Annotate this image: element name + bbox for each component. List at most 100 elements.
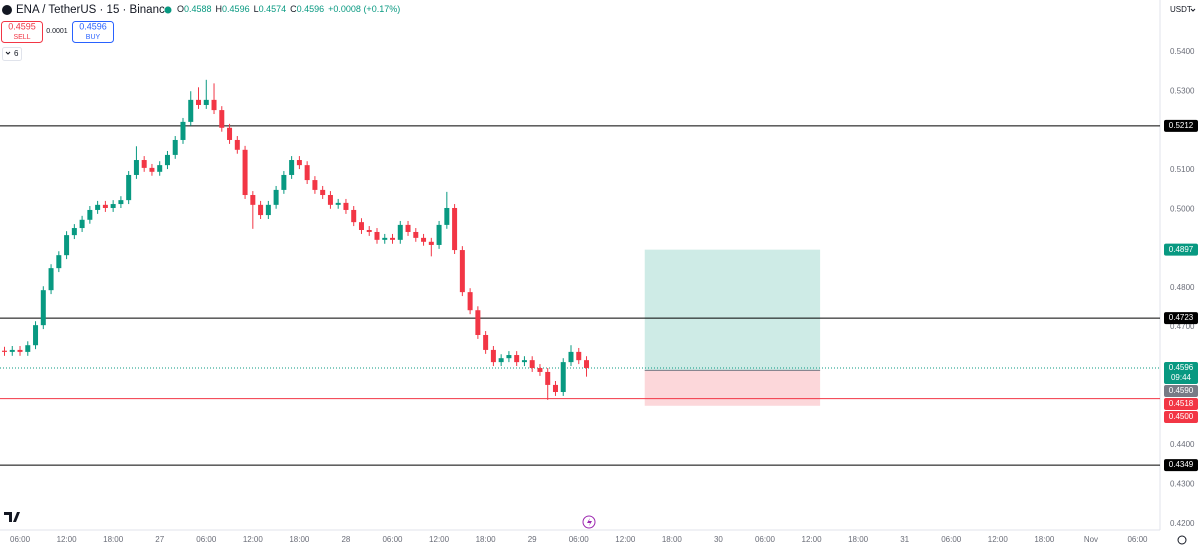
x-tick-label: 06:00 [196,535,217,544]
candle-body [312,180,318,190]
price-tag [1164,312,1198,325]
candle-body [25,345,31,352]
axes: 0.5400 0.5300 0.5100 0.5000 0.4800 0.4700 0.44… [10,0,1200,544]
indicators-toggle[interactable] [2,47,22,61]
price-tag-label: 0.4897 [1169,245,1194,254]
candle-body [452,207,458,251]
candle-body [529,360,535,369]
candle-body [9,349,15,352]
y-tick-label: 0.4400 [1170,440,1195,449]
x-tick-label: 31 [900,535,909,544]
y-tick-label: 0.5000 [1170,204,1195,213]
sell-button[interactable] [1,21,43,43]
candle-body [258,204,264,216]
countdown: 09:44 [1171,373,1192,382]
price-tag [1164,398,1198,411]
price-tag-label: 0.4723 [1169,313,1194,322]
y-tick-label: 0.4800 [1170,283,1195,292]
currency[interactable]: USDT [1170,5,1192,14]
candle-body [219,110,225,128]
candle-body [281,174,287,190]
candle-body [335,202,341,205]
candle-body [584,360,590,369]
candle-body [397,224,403,240]
x-tick-label: 12:00 [429,535,450,544]
candle-body [141,160,147,168]
candle-body [196,99,202,105]
candle-body [421,237,427,242]
candle-body [467,292,473,311]
candle-body [234,139,240,150]
candle-body [475,310,481,335]
y-tick-label: 0.4700 [1170,322,1195,331]
candle-body [227,127,233,140]
candle-body [250,195,256,205]
price-tag [1164,119,1198,132]
candle-body [374,231,380,240]
candle-body [71,228,77,236]
ohlc-key: O [177,4,184,14]
logo [4,512,20,522]
candle-body [490,349,496,363]
price-tag-label: 0.5212 [1169,121,1194,130]
x-tick-label: Nov [1084,535,1098,544]
candle-body [273,189,279,205]
candle-body [149,167,155,172]
candle-body [172,139,178,155]
candle-body [180,121,186,140]
candle-body [296,160,302,166]
price-tag-label: 0.4349 [1169,460,1194,469]
ohlc-value: 0.4588 [184,4,212,14]
symbol: ENA / TetherUS · 15 · Binance [16,4,171,16]
price-tag [1164,459,1198,472]
x-tick-label: 18:00 [103,535,124,544]
candle-body [498,358,504,363]
x-tick-label: 28 [341,535,350,544]
price-tag [1164,411,1198,424]
sell-price: 0.4595 [8,21,36,31]
symbol-icon [2,5,12,15]
candle-body [64,235,70,256]
candle-body [351,209,357,223]
candle-body [552,384,558,392]
ohlc-key: C [290,4,297,14]
candle-body [382,237,388,240]
candle-body [133,160,139,175]
price-tag [1164,243,1198,256]
price-tag-label: 0.4518 [1169,399,1194,408]
settings-icon[interactable] [1177,535,1187,545]
candle-body [327,195,333,205]
candle-body [242,149,248,196]
candle-body [459,250,465,293]
x-tick-label: 06:00 [569,535,590,544]
x-tick-label: 12:00 [615,535,636,544]
candle-body [79,219,85,229]
x-tick-label: 06:00 [10,535,31,544]
candle-body [33,325,39,346]
buy-label: BUY [86,34,101,41]
candle-body [343,202,349,210]
price-tag [1164,385,1198,398]
x-tick-label: 18:00 [1034,535,1055,544]
candle-body [157,165,163,172]
x-tick-label: 18:00 [848,535,869,544]
candle-body [56,255,62,269]
x-tick-label: 30 [714,535,723,544]
x-tick-label: 12:00 [988,535,1009,544]
ohlc-value: 0.4574 [259,4,287,14]
price-tag [1164,362,1198,385]
candle-body [188,99,194,122]
candle-body [87,209,93,220]
candle-body [358,222,364,231]
buy-button[interactable] [72,21,114,43]
x-tick-label: 29 [528,535,537,544]
x-tick-label: 27 [155,535,164,544]
candle-body [444,207,450,225]
candle-body [48,268,54,291]
candle-body [521,360,527,363]
x-tick-label: 18:00 [476,535,497,544]
x-tick-label: 06:00 [382,535,403,544]
candle-body [265,204,271,216]
buy-price: 0.4596 [79,21,107,31]
